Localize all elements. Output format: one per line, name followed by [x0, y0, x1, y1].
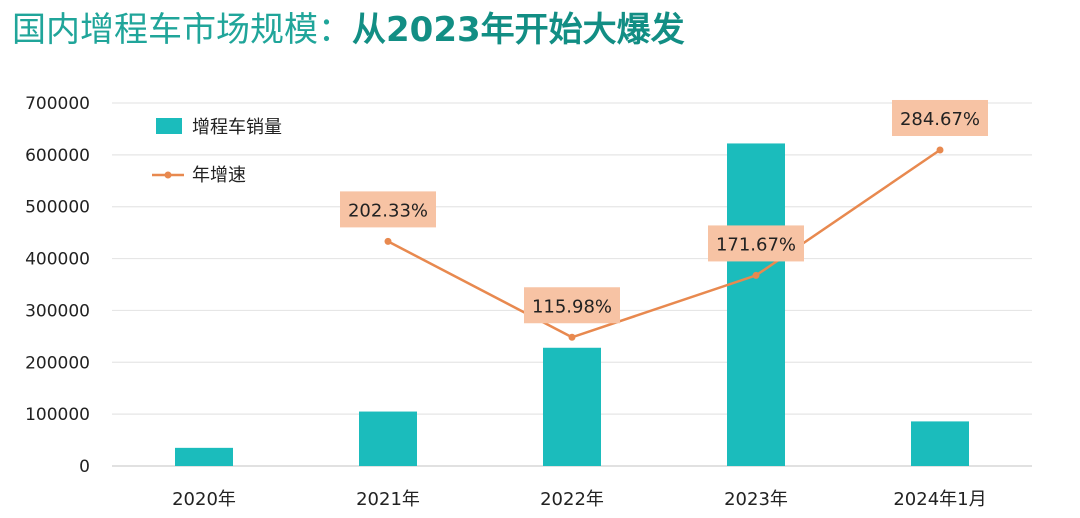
y-tick-label: 700000 [25, 94, 90, 114]
data-label: 284.67% [900, 109, 980, 130]
data-label: 171.67% [716, 234, 796, 255]
data-label-box [892, 99, 988, 136]
x-tick-label: 2021年 [356, 489, 420, 510]
growth-line [387, 148, 941, 339]
data-label: 202.33% [348, 200, 428, 221]
line-series: 202.33% 115.98% 171.67% 284.67% [340, 99, 988, 341]
y-tick-label: 0 [79, 457, 90, 477]
line-point [936, 146, 944, 154]
title-main: 国内增程车市场规模： [12, 10, 352, 50]
data-label: 115.98% [532, 296, 612, 317]
x-tick-label: 2024年1月 [893, 489, 986, 510]
legend-swatch-marker [164, 171, 172, 179]
x-axis-ticks: 2020年 2021年 2022年 2023年 2024年1月 [172, 489, 987, 510]
bar [543, 347, 601, 466]
data-label-box [340, 191, 436, 228]
x-tick-label: 2022年 [540, 489, 604, 510]
bar [911, 421, 969, 466]
bar-series [175, 143, 969, 466]
legend-label-line: 年增速 [192, 165, 246, 186]
legend: 增程车销量 年增速 [152, 117, 282, 186]
x-tick-label: 2023年 [724, 489, 788, 510]
y-tick-label: 300000 [25, 301, 90, 321]
y-tick-label: 600000 [25, 146, 90, 166]
y-tick-label: 400000 [25, 250, 90, 270]
bar [727, 143, 785, 466]
title-highlight: 从2023年开始大爆发 [352, 10, 685, 50]
line-point [568, 333, 576, 341]
y-axis-ticks: 0 100000 200000 300000 400000 500000 600000 700… [25, 94, 90, 477]
bar [175, 447, 233, 466]
line-point [384, 237, 392, 245]
y-tick-label: 500000 [25, 198, 90, 218]
line-point [752, 271, 760, 279]
legend-label-bar: 增程车销量 [192, 117, 282, 138]
y-tick-label: 200000 [25, 353, 90, 373]
x-tick-label: 2020年 [172, 489, 236, 510]
data-label-box [524, 287, 620, 324]
bar [359, 411, 417, 466]
legend-swatch-bar [156, 118, 182, 134]
chart-title: 国内增程车市场规模：从2023年开始大爆发 [12, 8, 685, 52]
data-label-box [708, 225, 804, 262]
y-tick-label: 100000 [25, 405, 90, 425]
